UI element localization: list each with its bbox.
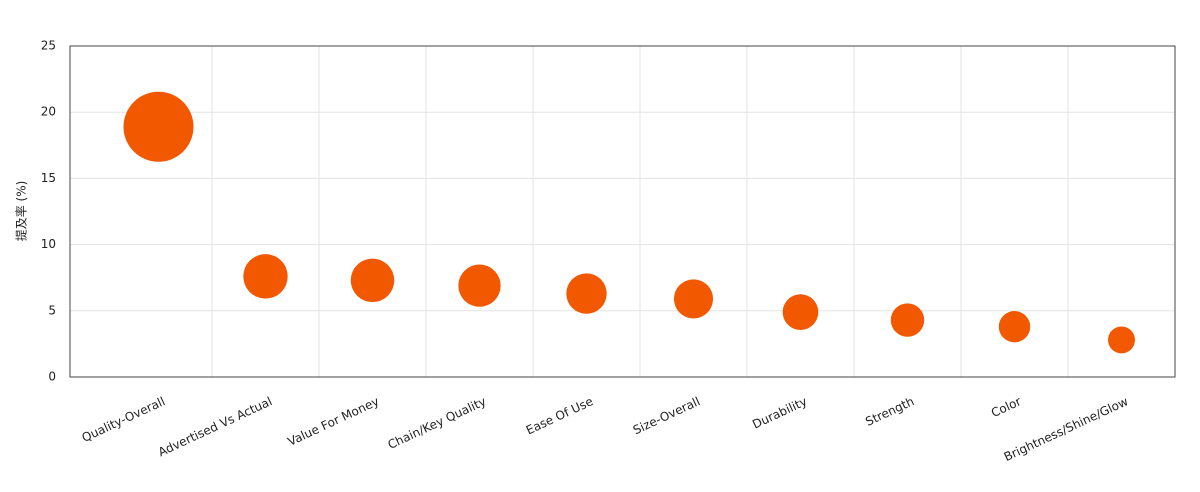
y-axis-label: 提及率 (%) [14,181,29,242]
y-tick-label: 0 [48,370,56,384]
y-tick-label: 5 [48,303,56,317]
bubble [890,303,925,337]
bubble [350,258,395,303]
x-tick-label: Quality-Overall [80,394,168,445]
y-tick-label: 15 [41,171,56,185]
x-tick-label: Color [989,394,1023,420]
x-tick-label: Strength [863,394,916,429]
bubble [458,264,501,307]
bubble [673,279,714,319]
x-tick-label: Size-Overall [631,394,702,437]
x-tick-label: Advertised Vs Actual [156,394,274,459]
bubble [1108,326,1135,354]
x-tick-label: Ease Of Use [524,394,595,437]
bubble [782,294,819,330]
x-tick-label: Chain/Key Quality [386,394,489,452]
bubble [998,310,1031,343]
bubble [243,254,288,299]
y-tick-label: 10 [41,237,56,251]
y-tick-label: 25 [41,39,56,53]
plot-frame [69,45,1176,378]
bubble [566,273,607,314]
x-tick-label: Durability [750,394,809,431]
y-tick-label: 20 [41,105,56,119]
bubble [123,91,194,162]
x-tick-label: Value For Money [285,394,381,449]
